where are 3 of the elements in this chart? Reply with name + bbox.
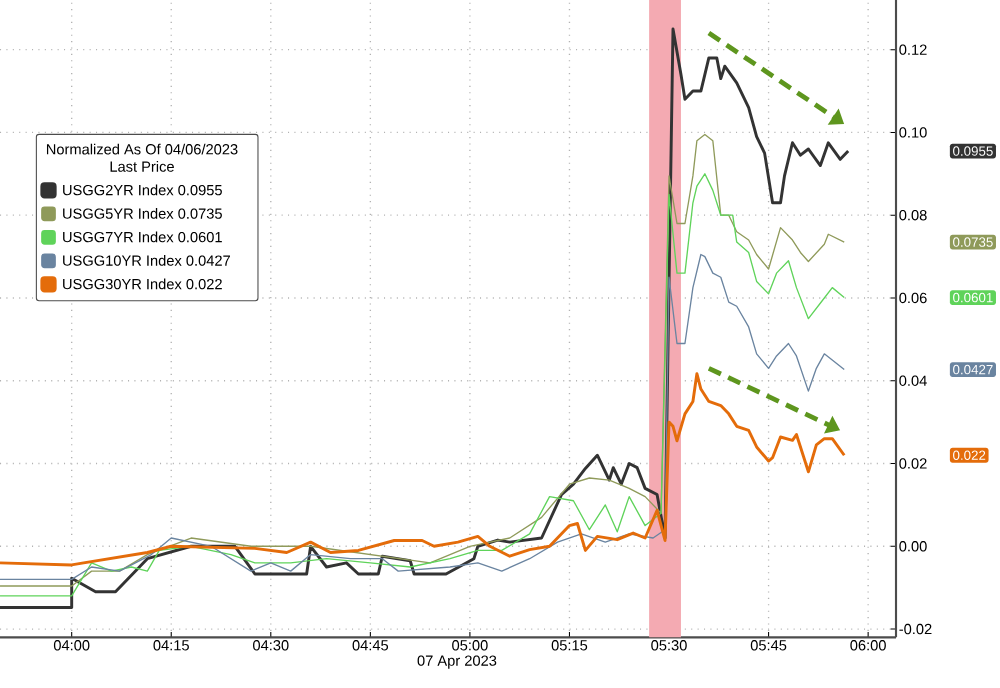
line-series [0, 253, 845, 581]
line-series [0, 372, 846, 567]
line-series [0, 27, 850, 610]
